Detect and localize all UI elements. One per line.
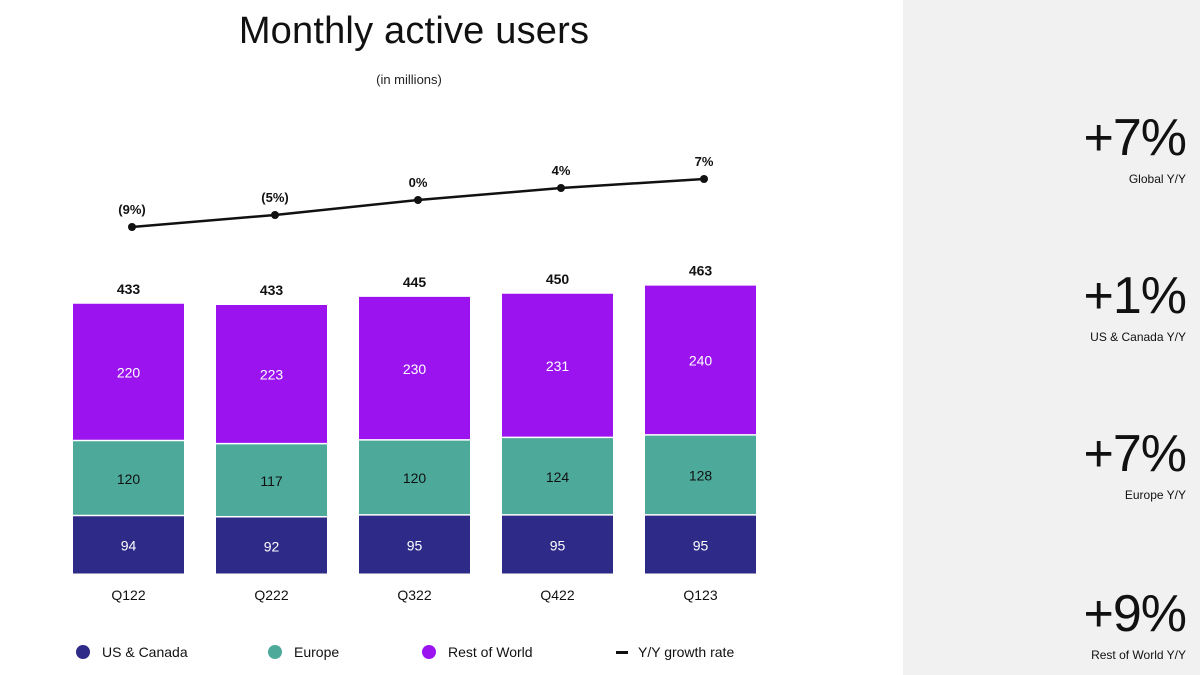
chart-subtitle: (in millions) <box>376 72 442 87</box>
bar-label-europe: 120 <box>403 470 427 486</box>
legend-label-europe: Europe <box>294 644 340 660</box>
bar-us-canada <box>216 517 327 574</box>
growth-label: 4% <box>552 163 571 178</box>
bar-us-canada <box>645 515 756 574</box>
bar-label-europe: 124 <box>546 469 570 485</box>
bar-label-rest-of-world: 230 <box>403 361 427 377</box>
bar-us-canada <box>73 516 184 574</box>
bar-total-label: 445 <box>403 274 427 290</box>
growth-point <box>557 184 565 192</box>
bar-rest-of-world <box>502 293 613 437</box>
legend-label-us-canada: US & Canada <box>102 644 188 660</box>
bar-label-europe: 128 <box>689 468 713 484</box>
x-tick-label: Q422 <box>540 587 574 603</box>
bar-label-europe: 117 <box>260 473 283 489</box>
bar-rest-of-world <box>645 285 756 435</box>
stat-global: +7% Global Y/Y <box>1083 109 1187 186</box>
legend-swatch-europe <box>268 645 282 659</box>
growth-point <box>414 196 422 204</box>
bar-europe <box>216 444 327 516</box>
bar-rest-of-world <box>359 296 470 440</box>
stat-us-canada: +1% US & Canada Y/Y <box>1083 267 1187 344</box>
legend-item-europe: Europe <box>268 644 339 660</box>
bar-label-us-canada: 95 <box>550 537 566 553</box>
bar-total-label: 450 <box>546 271 570 287</box>
bar-label-us-canada: 95 <box>407 537 423 553</box>
stat-value-rest-of-world: +9% <box>1083 585 1187 643</box>
stat-value-europe: +7% <box>1083 425 1187 483</box>
bar-rest-of-world <box>216 305 327 443</box>
legend-swatch-us-canada <box>76 645 90 659</box>
bar-rest-of-world <box>73 303 184 440</box>
legend-line-growth-rate <box>616 650 628 654</box>
stat-europe: +7% Europe Y/Y <box>1083 425 1187 502</box>
x-tick-label: Q322 <box>397 587 431 603</box>
bar-label-europe: 120 <box>117 471 141 487</box>
growth-summary-panel: +7% Global Y/Y +1% US & Canada Y/Y +7% E… <box>903 0 1200 675</box>
bar-label-us-canada: 92 <box>264 538 280 554</box>
legend-item-rest-of-world: Rest of World <box>422 644 533 660</box>
chart-title: Monthly active users <box>238 10 590 52</box>
legend-item-us-canada: US & Canada <box>76 644 188 660</box>
bar-total-label: 463 <box>689 263 713 279</box>
bar-label-rest-of-world: 223 <box>260 367 284 383</box>
stat-label-europe: Europe Y/Y <box>1124 488 1186 502</box>
bar-europe <box>502 438 613 515</box>
bar-europe <box>73 441 184 515</box>
stat-rest-of-world: +9% Rest of World Y/Y <box>1083 585 1187 662</box>
x-tick-label: Q122 <box>111 587 145 603</box>
bar-label-us-canada: 95 <box>693 537 709 553</box>
legend-label-rest-of-world: Rest of World <box>448 644 533 660</box>
bar-label-rest-of-world: 231 <box>546 358 570 374</box>
growth-point <box>128 223 136 231</box>
bar-label-rest-of-world: 240 <box>689 353 713 369</box>
bar-label-us-canada: 94 <box>121 538 137 554</box>
stat-value-global: +7% <box>1083 109 1187 167</box>
bar-us-canada <box>502 515 613 574</box>
bar-europe <box>359 440 470 515</box>
bar-label-rest-of-world: 220 <box>117 365 141 381</box>
bar-total-label: 433 <box>117 281 141 297</box>
stat-label-us-canada: US & Canada Y/Y <box>1090 330 1186 344</box>
growth-point <box>700 175 708 183</box>
growth-label: (5%) <box>261 190 288 205</box>
legend-swatch-rest-of-world <box>422 645 436 659</box>
legend-label-growth-rate: Y/Y growth rate <box>638 644 735 660</box>
bar-total-label: 433 <box>260 282 284 298</box>
bar-europe <box>645 435 756 515</box>
stat-value-us-canada: +1% <box>1083 267 1187 325</box>
growth-label: 0% <box>409 175 428 190</box>
x-tick-label: Q123 <box>683 587 717 603</box>
chart-legend: US & Canada Europe Rest of World Y/Y gro… <box>0 644 900 668</box>
bar-us-canada <box>359 515 470 574</box>
legend-item-growth-rate: Y/Y growth rate <box>616 644 734 660</box>
stat-label-rest-of-world: Rest of World Y/Y <box>1091 648 1186 662</box>
x-tick-label: Q222 <box>254 587 288 603</box>
growth-label: 7% <box>695 154 714 169</box>
growth-point <box>271 211 279 219</box>
stat-label-global: Global Y/Y <box>1128 172 1186 186</box>
growth-label: (9%) <box>118 202 145 217</box>
chart-plot: 94 120 220 433 Q122 92 117 223 433 Q222 95 120 230 44… <box>73 154 756 603</box>
